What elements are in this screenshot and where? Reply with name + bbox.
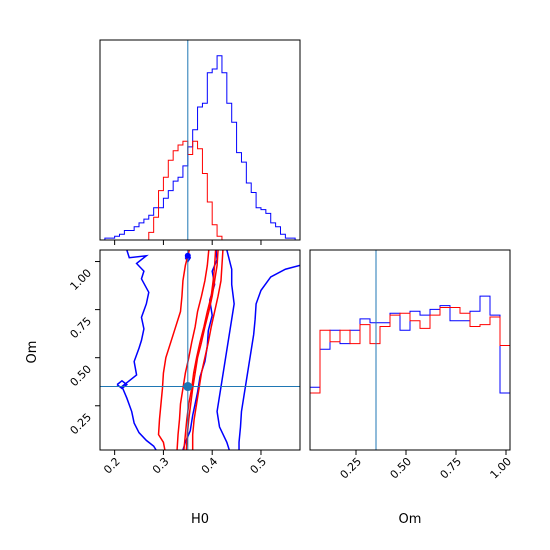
joint-marker-0 xyxy=(183,382,193,392)
contour-blue-3 xyxy=(238,264,300,450)
x-axis-label-om: Om xyxy=(399,512,422,527)
joint-xtick-label-1: 0.3 xyxy=(150,455,172,477)
histogram-om-xtick-label-0: 0.25 xyxy=(338,455,365,482)
contour-blue-2 xyxy=(216,250,235,450)
joint-xtick-label-2: 0.4 xyxy=(199,455,221,477)
joint-ytick-label-1: 0.50 xyxy=(68,363,95,390)
histogram-om-xtick-label-3: 1.00 xyxy=(488,455,515,482)
histogram-om-xtick-label-1: 0.50 xyxy=(388,455,415,482)
histogram-om-xtick-label-2: 0.75 xyxy=(438,455,465,482)
x-axis-label-h0: H0 xyxy=(191,512,209,527)
histogram-h0-frame xyxy=(99,39,301,241)
joint-xtick-label-0: 0.2 xyxy=(101,455,123,477)
histogram-h0-panel xyxy=(99,39,301,245)
contour-red-9 xyxy=(185,250,219,450)
joint-contours xyxy=(116,250,300,450)
histogram-h0-series-blue xyxy=(100,55,300,241)
contour-red-10 xyxy=(191,250,224,450)
contour-blue-4 xyxy=(116,379,129,390)
joint-h0-om-panel: 0.2 0.3 0.4 0.5 0.25 0.50 0.75 1.00 xyxy=(68,249,301,477)
histogram-h0-series-red xyxy=(100,140,300,241)
y-axis-label-om: Om xyxy=(25,341,40,364)
joint-frame xyxy=(99,249,301,451)
contour-blue-0 xyxy=(121,250,157,450)
contour-red-6 xyxy=(157,250,190,450)
contour-red-7 xyxy=(176,250,210,450)
joint-marker-1 xyxy=(184,252,191,259)
joint-ytick-label-0: 0.25 xyxy=(68,411,95,438)
histogram-om-panel: 0.25 0.50 0.75 1.00 xyxy=(309,249,515,482)
histogram-om-series-red xyxy=(309,307,511,450)
axis-labels: H0 Om Om xyxy=(25,341,421,527)
joint-ytick-label-2: 0.75 xyxy=(68,315,95,342)
contour-red-8 xyxy=(183,250,217,450)
histogram-om-frame xyxy=(309,249,511,451)
joint-ytick-label-3: 1.00 xyxy=(68,266,95,293)
joint-xtick-label-3: 0.5 xyxy=(248,455,270,477)
